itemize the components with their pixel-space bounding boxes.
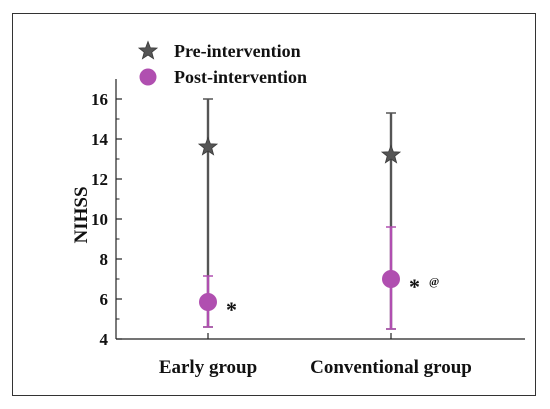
significance-label: @ [429, 276, 439, 288]
pre-intervention-star [197, 136, 219, 156]
pre-intervention-star [380, 144, 402, 164]
significance-label: * [226, 297, 237, 322]
chart-frame: 4 6 8 10 12 14 16 Early group Conventional group… [12, 13, 536, 396]
x-tick-label: Conventional group [310, 357, 472, 378]
y-tick-label: 16 [91, 90, 108, 109]
significance-label: * [409, 274, 420, 299]
legend-circle-icon [139, 68, 157, 86]
post-intervention-point [382, 270, 400, 288]
y-tick-label: 8 [100, 250, 109, 269]
y-tick-label: 14 [91, 130, 109, 149]
y-tick-label: 4 [100, 330, 109, 349]
chart-svg: 4 6 8 10 12 14 16 Early group Conventional group… [71, 40, 525, 378]
x-tick-label: Early group [159, 357, 257, 378]
y-tick-label: 6 [100, 290, 109, 309]
legend-label-pre: Pre-intervention [174, 41, 301, 61]
y-axis-label: NIHSS [71, 186, 92, 243]
y-tick-label: 10 [91, 210, 108, 229]
legend-label-post: Post-intervention [174, 67, 307, 87]
post-intervention-point [199, 293, 217, 311]
legend-star-icon [137, 40, 159, 60]
y-tick-label: 12 [91, 170, 108, 189]
